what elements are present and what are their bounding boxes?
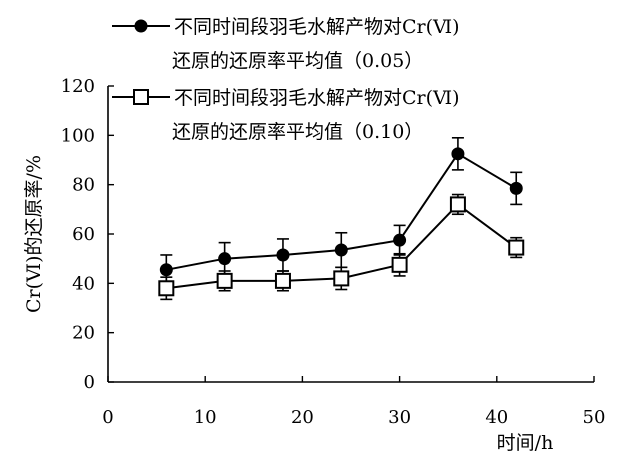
- series-layer: [158, 137, 525, 301]
- y-tick-label: 100: [61, 125, 95, 146]
- data-point: [134, 19, 148, 33]
- data-point: [333, 270, 350, 287]
- x-tick-label: 10: [194, 407, 217, 428]
- data-point: [451, 147, 465, 161]
- x-tick-label: 0: [102, 407, 113, 428]
- data-point: [216, 272, 233, 289]
- x-tick-label: 40: [485, 407, 508, 428]
- legend-entry-1: 不同时间段羽毛水解产物对Cr(Ⅵ) 还原的还原率平均值（0.05）: [112, 16, 460, 72]
- legend-label: 不同时间段羽毛水解产物对Cr(Ⅵ): [174, 87, 460, 109]
- y-tick-label: 0: [84, 372, 95, 393]
- data-point: [159, 263, 173, 277]
- x-tick-label: 50: [583, 407, 606, 428]
- data-point: [274, 272, 291, 289]
- data-point: [449, 196, 466, 213]
- data-point: [393, 233, 407, 247]
- axes: 0 20 40 60 80 100 120 0 10 20 30 40 50: [61, 76, 606, 428]
- y-tick-label: 60: [72, 224, 95, 245]
- legend-label: 还原的还原率平均值（0.05）: [172, 50, 423, 72]
- data-point: [391, 256, 408, 273]
- x-tick-label: 30: [388, 407, 411, 428]
- y-axis-label: Cr(Ⅵ)的还原率/%: [23, 155, 45, 313]
- data-point: [509, 181, 523, 195]
- x-tick-label: 20: [291, 407, 314, 428]
- legend-entry-2: 不同时间段羽毛水解产物对Cr(Ⅵ) 还原的还原率平均值（0.10）: [112, 87, 460, 143]
- data-point: [218, 252, 232, 266]
- data-point: [158, 280, 175, 297]
- legend-label: 不同时间段羽毛水解产物对Cr(Ⅵ): [174, 16, 460, 38]
- data-point: [133, 89, 149, 105]
- legend-label: 还原的还原率平均值（0.10）: [172, 121, 423, 143]
- y-tick-label: 80: [72, 175, 95, 196]
- data-point: [334, 243, 348, 257]
- data-point: [508, 239, 525, 256]
- legend: 不同时间段羽毛水解产物对Cr(Ⅵ)还原的还原率平均值（0.05）不同时间段羽毛水…: [112, 16, 460, 143]
- series-2: [158, 193, 525, 301]
- data-point: [276, 248, 290, 262]
- y-tick-label: 40: [72, 273, 95, 294]
- x-axis-label: 时间/h: [497, 432, 554, 454]
- y-tick-label: 120: [61, 76, 95, 97]
- y-tick-label: 20: [72, 323, 95, 344]
